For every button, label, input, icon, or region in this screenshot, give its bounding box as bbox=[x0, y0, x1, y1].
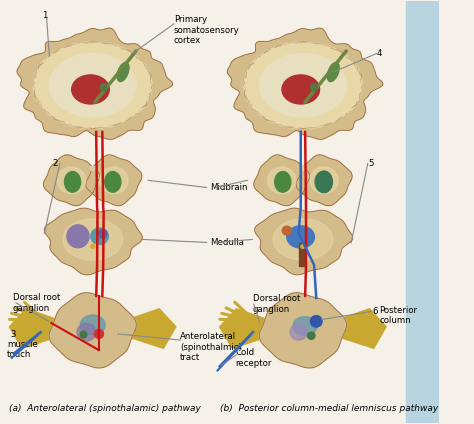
Ellipse shape bbox=[85, 89, 91, 92]
Polygon shape bbox=[128, 309, 176, 348]
Polygon shape bbox=[100, 167, 128, 194]
Polygon shape bbox=[34, 42, 152, 128]
Polygon shape bbox=[273, 219, 333, 260]
Ellipse shape bbox=[315, 172, 331, 192]
Ellipse shape bbox=[293, 317, 317, 335]
Ellipse shape bbox=[37, 316, 52, 326]
Ellipse shape bbox=[80, 315, 105, 335]
Ellipse shape bbox=[295, 89, 301, 92]
Ellipse shape bbox=[248, 316, 263, 326]
Ellipse shape bbox=[99, 229, 107, 238]
Text: Dorsal root
ganglion: Dorsal root ganglion bbox=[13, 293, 60, 312]
Ellipse shape bbox=[287, 226, 314, 248]
Text: Posterior
column: Posterior column bbox=[380, 306, 418, 325]
Polygon shape bbox=[254, 155, 310, 206]
Ellipse shape bbox=[91, 245, 95, 248]
Ellipse shape bbox=[91, 228, 109, 245]
Ellipse shape bbox=[94, 329, 103, 338]
Polygon shape bbox=[255, 208, 353, 275]
Ellipse shape bbox=[95, 89, 100, 92]
Ellipse shape bbox=[80, 331, 87, 338]
Polygon shape bbox=[310, 167, 338, 194]
Ellipse shape bbox=[301, 245, 305, 248]
Polygon shape bbox=[259, 293, 346, 368]
Polygon shape bbox=[49, 53, 136, 117]
Polygon shape bbox=[227, 28, 383, 139]
Polygon shape bbox=[338, 309, 386, 348]
Ellipse shape bbox=[105, 172, 121, 192]
Ellipse shape bbox=[292, 81, 297, 84]
Text: (a)  Anterolateral (spinothalamic) pathway: (a) Anterolateral (spinothalamic) pathwa… bbox=[9, 404, 201, 413]
Text: Anterolateral
(spinothalmic)
tract: Anterolateral (spinothalmic) tract bbox=[180, 332, 242, 362]
Polygon shape bbox=[9, 309, 57, 348]
Polygon shape bbox=[63, 219, 123, 260]
Ellipse shape bbox=[309, 81, 315, 84]
Polygon shape bbox=[17, 28, 173, 139]
Ellipse shape bbox=[117, 62, 129, 81]
Polygon shape bbox=[260, 53, 346, 117]
Ellipse shape bbox=[310, 315, 322, 327]
Polygon shape bbox=[296, 155, 352, 206]
Polygon shape bbox=[44, 155, 100, 206]
Ellipse shape bbox=[81, 81, 87, 84]
Text: muscle
touch: muscle touch bbox=[7, 340, 38, 359]
Text: 5: 5 bbox=[368, 159, 374, 168]
Text: Midbrain: Midbrain bbox=[210, 184, 247, 192]
Text: 1: 1 bbox=[42, 11, 47, 20]
Text: 6: 6 bbox=[373, 307, 378, 316]
Text: Medulla: Medulla bbox=[210, 238, 244, 247]
Bar bbox=[406, 1, 439, 423]
Ellipse shape bbox=[290, 324, 308, 340]
Text: (b)  Posterior column-medial lemniscus pathway: (b) Posterior column-medial lemniscus pa… bbox=[220, 404, 438, 413]
Ellipse shape bbox=[308, 332, 315, 339]
Polygon shape bbox=[57, 167, 86, 194]
Ellipse shape bbox=[64, 172, 81, 192]
Ellipse shape bbox=[328, 62, 339, 81]
Ellipse shape bbox=[100, 84, 107, 91]
Ellipse shape bbox=[77, 323, 96, 341]
Ellipse shape bbox=[72, 75, 109, 104]
Text: 4: 4 bbox=[377, 49, 383, 58]
Ellipse shape bbox=[301, 166, 305, 170]
Text: Dorsal root
ganglion: Dorsal root ganglion bbox=[253, 294, 300, 314]
Ellipse shape bbox=[310, 84, 317, 91]
Bar bbox=[299, 243, 305, 266]
Ellipse shape bbox=[305, 89, 311, 92]
Polygon shape bbox=[268, 167, 296, 194]
Text: 3: 3 bbox=[10, 330, 16, 339]
Text: Cold
receptor: Cold receptor bbox=[235, 348, 272, 368]
Polygon shape bbox=[86, 155, 142, 206]
Ellipse shape bbox=[282, 226, 292, 235]
Ellipse shape bbox=[90, 166, 95, 170]
Polygon shape bbox=[220, 309, 267, 348]
Polygon shape bbox=[244, 42, 362, 128]
Polygon shape bbox=[45, 208, 142, 275]
Ellipse shape bbox=[67, 225, 89, 248]
Ellipse shape bbox=[316, 171, 332, 192]
Ellipse shape bbox=[282, 75, 319, 104]
Ellipse shape bbox=[99, 81, 104, 84]
Text: Primary
somatosensory
cortex: Primary somatosensory cortex bbox=[173, 16, 239, 45]
Polygon shape bbox=[49, 293, 136, 368]
Text: 2: 2 bbox=[53, 159, 58, 168]
Ellipse shape bbox=[275, 172, 291, 192]
